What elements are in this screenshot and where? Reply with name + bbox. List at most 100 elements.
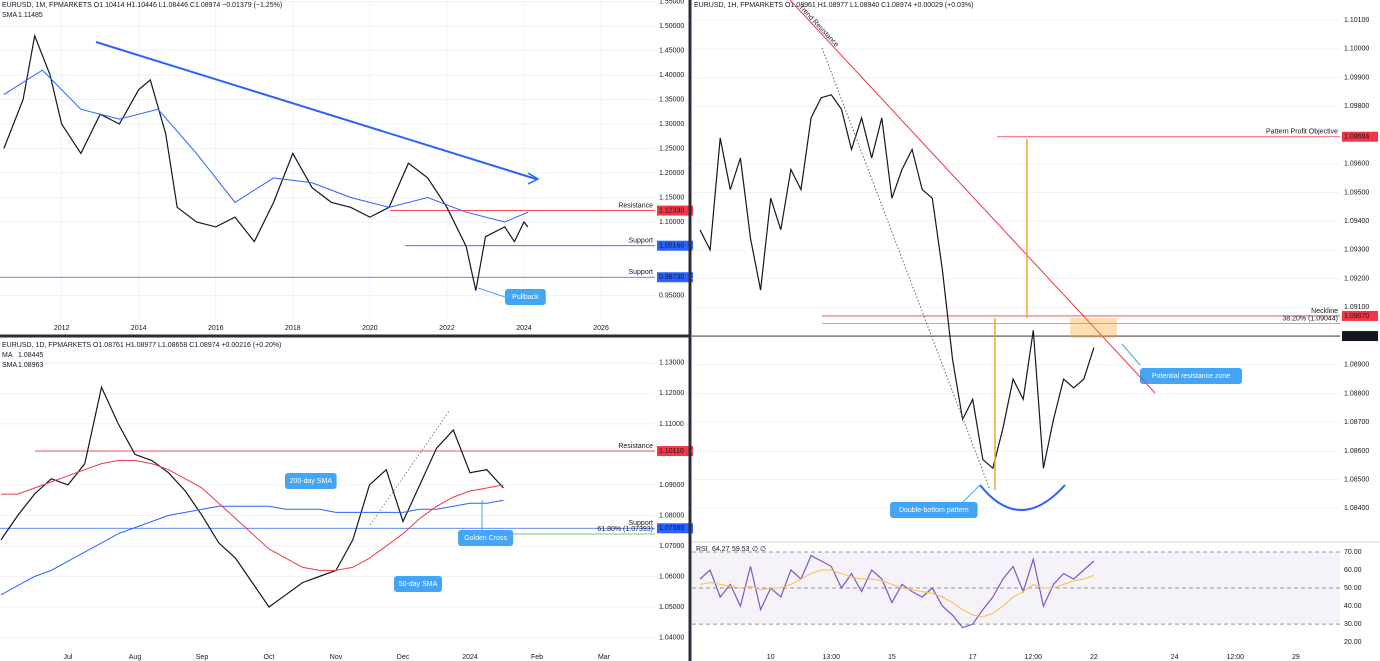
x-tick-label: 2024 (462, 654, 478, 661)
series-line (1, 460, 504, 571)
trend-arrow (95, 41, 537, 180)
x-tick-label: 22 (1090, 654, 1098, 661)
x-tick-label: 2020 (362, 325, 378, 332)
callout-text: Golden Cross (464, 535, 507, 542)
legend-value: 1.08445 (18, 352, 43, 359)
y-tick-label: 1.09800 (1344, 103, 1369, 110)
legend-name: SMA (2, 362, 18, 369)
y-tick-label: 1.09000 (659, 482, 684, 489)
y-tick-label: 1.09300 (1344, 247, 1369, 254)
series-line (699, 569, 1095, 618)
price-label-box (657, 240, 693, 251)
y-tick-label: 1.08900 (1344, 362, 1369, 369)
chart-header: EURUSD, 1M, FPMARKETS O1.10414 H1.10446 … (2, 2, 282, 9)
y-tick-label: 1.09200 (1344, 275, 1369, 282)
x-tick-label: 2022 (439, 325, 455, 332)
y-tick-label: 60.00 (1344, 567, 1362, 574)
level-label: Resistance (618, 443, 653, 450)
x-tick-label: 12:00 (1227, 654, 1245, 661)
y-tick-label: 1.20000 (659, 170, 684, 177)
price-label-box (657, 446, 693, 457)
x-tick-label: Feb (531, 654, 543, 661)
y-tick-label: 1.11000 (659, 421, 684, 428)
price-label: 1.09694 (1344, 134, 1369, 141)
level-label: Resistance (618, 202, 653, 209)
callout-box (458, 530, 514, 546)
x-tick-label: 2024 (516, 325, 532, 332)
price-label-box (657, 272, 693, 283)
callout-text: Potential resistance zone (1152, 373, 1230, 380)
x-tick-label: 17 (969, 654, 977, 661)
y-tick-label: 1.09400 (1344, 218, 1369, 225)
price-label-box (1342, 331, 1378, 342)
y-tick-label: 40.00 (1344, 603, 1362, 610)
y-tick-label: 1.09500 (1344, 189, 1369, 196)
level-label: Support (628, 520, 653, 527)
series-line (3, 69, 529, 223)
x-tick-label: Nov (330, 654, 343, 661)
callout-box (285, 473, 337, 489)
x-tick-label: 2026 (593, 325, 609, 332)
trend-line (789, 0, 1156, 394)
y-tick-label: 1.12000 (659, 390, 684, 397)
series-line (699, 554, 1095, 629)
legend-value: 1.11485 (18, 12, 43, 19)
y-tick-label: 30.00 (1344, 621, 1362, 628)
y-tick-label: 1.40000 (659, 72, 684, 79)
y-tick-label: 1.30000 (659, 121, 684, 128)
x-tick-label: 29 (1292, 654, 1300, 661)
callout-box (1140, 368, 1242, 384)
y-tick-label: 1.05000 (659, 604, 684, 611)
series-line (0, 499, 504, 596)
y-tick-label: 1.09600 (1344, 161, 1369, 168)
dotted-line (369, 409, 451, 526)
callout-box (394, 576, 442, 592)
price-label: 1.10110 (659, 448, 684, 455)
price-label-box (657, 205, 693, 216)
y-tick-label: 1.25000 (659, 145, 684, 152)
x-tick-label: 24 (1171, 654, 1179, 661)
callout-pointer (959, 484, 981, 506)
y-tick-label: 1.09900 (1344, 74, 1369, 81)
y-tick-label: 1.50000 (659, 23, 684, 30)
x-tick-label: Aug (129, 654, 142, 661)
callout-box (505, 289, 546, 305)
price-label: 1.05160 (659, 243, 684, 250)
y-tick-label: 1.08400 (1344, 505, 1369, 512)
y-tick-label: 1.04000 (659, 634, 684, 641)
chart-header: EURUSD, 1H, FPMARKETS O1.08961 H1.08977 … (694, 2, 973, 9)
x-tick-label: 2018 (285, 325, 301, 332)
y-tick-label: 1.08500 (1344, 477, 1369, 484)
level-label: Support (628, 238, 653, 245)
y-tick-label: 50.00 (1344, 585, 1362, 592)
x-tick-label: Mar (598, 654, 611, 661)
level-label: 38.20% (1.09044) (1282, 315, 1338, 322)
y-tick-label: 1.45000 (659, 47, 684, 54)
y-tick-label: 70.00 (1344, 549, 1362, 556)
y-tick-label: 1.07000 (659, 543, 684, 550)
price-label: 1.09000 (1344, 333, 1369, 340)
y-tick-label: 20.00 (1344, 639, 1362, 646)
y-tick-label: 0.95000 (659, 292, 684, 299)
x-tick-label: 15 (888, 654, 896, 661)
x-tick-label: 2014 (131, 325, 147, 332)
series-line (699, 94, 1095, 470)
x-tick-label: Sep (196, 654, 209, 661)
y-tick-label: 1.10100 (1344, 17, 1369, 24)
y-tick-label: 1.06000 (659, 573, 684, 580)
chart-header: EURUSD, 1D, FPMARKETS O1.08761 H1.08977 … (2, 342, 281, 349)
legend-name: MA (2, 352, 13, 359)
callout-pointer (1121, 343, 1141, 366)
level-label: Support (628, 269, 653, 276)
callout-pointer (477, 287, 506, 298)
callout-box (890, 502, 978, 518)
price-label: 1.12330 (659, 207, 684, 214)
legend-tail: ∅ ∅ (752, 546, 766, 553)
y-tick-label: 1.10000 (1344, 46, 1369, 53)
x-tick-label: 10 (767, 654, 775, 661)
callout-text: Pullback (512, 294, 539, 301)
callout-text: 50-day SMA (399, 581, 438, 588)
legend-value: 59.53 (732, 546, 750, 553)
